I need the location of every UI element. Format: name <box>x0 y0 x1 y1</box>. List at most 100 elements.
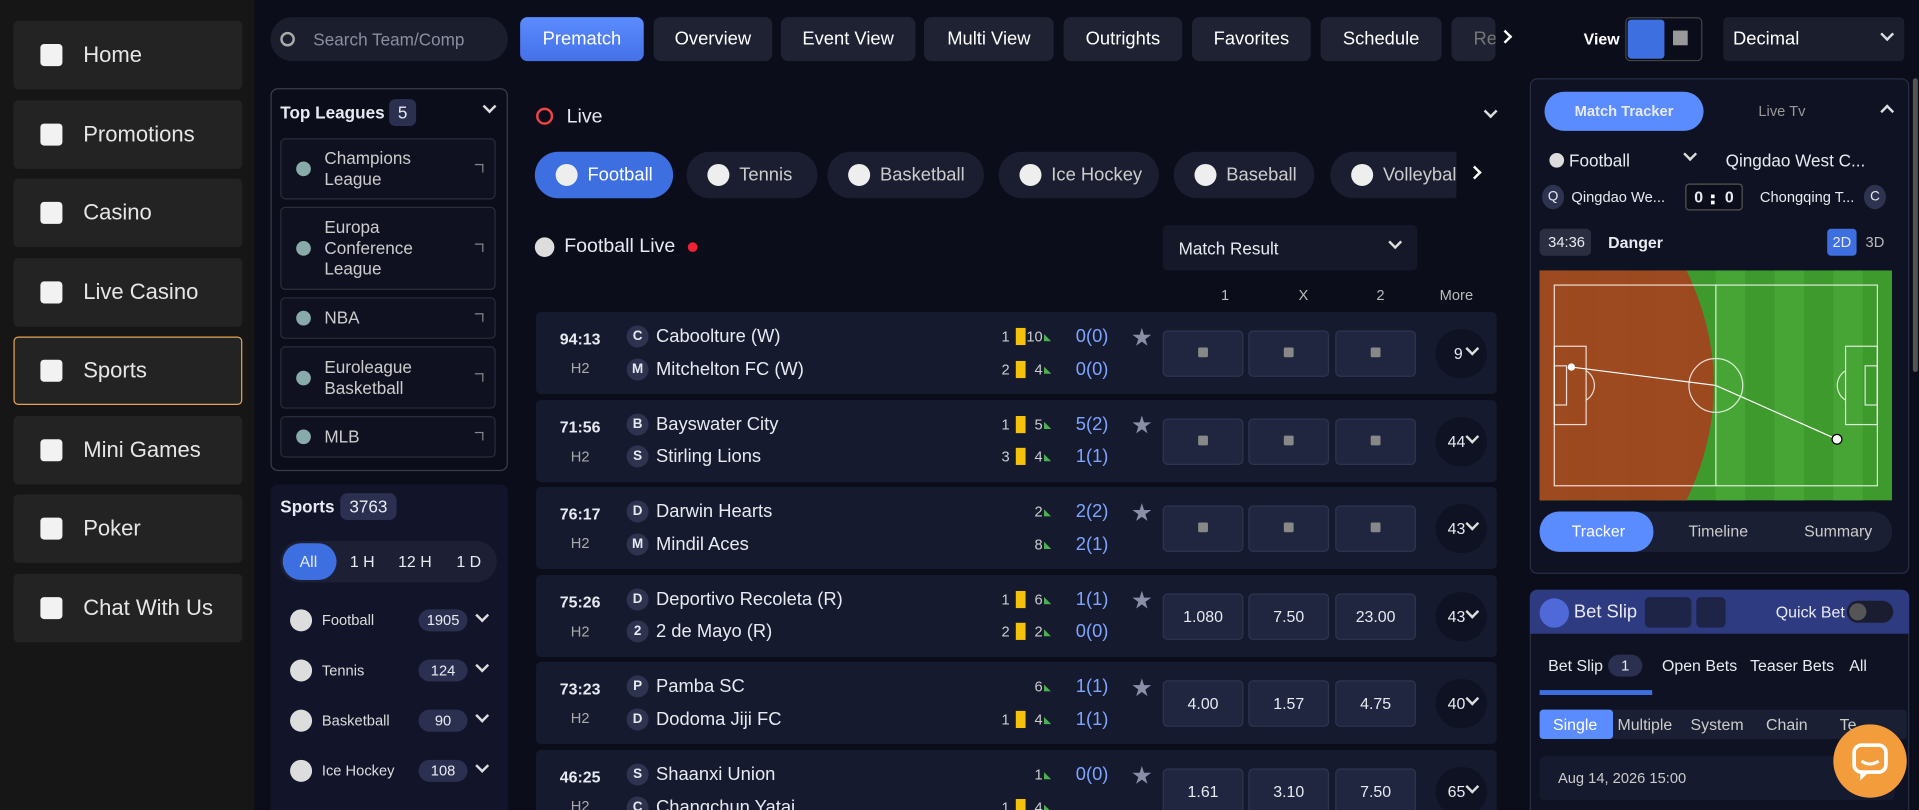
tab-label[interactable]: Overview <box>674 28 752 50</box>
sport-label[interactable]: Ice Hockey <box>321 762 395 780</box>
list-view-btn[interactable] <box>1627 19 1665 59</box>
more-count[interactable]: 43 <box>1447 519 1466 538</box>
betslip-tab[interactable]: All <box>1849 656 1867 675</box>
tab-label[interactable]: Multi View <box>947 28 1031 50</box>
odds-value[interactable]: 7.50 <box>1360 782 1392 801</box>
odds-value[interactable]: 1.57 <box>1273 694 1305 714</box>
sport-label[interactable]: Basketball <box>321 712 390 730</box>
bet-type[interactable]: Multiple <box>1617 715 1673 734</box>
sport-tab-label[interactable]: Tennis <box>739 164 793 186</box>
filter-active[interactable] <box>282 543 337 580</box>
odds-button[interactable] <box>1162 593 1244 640</box>
tracker-tab[interactable] <box>1544 91 1704 131</box>
odds-button[interactable] <box>1335 768 1416 810</box>
odds-value[interactable]: 23.00 <box>1355 607 1396 626</box>
mode-active[interactable] <box>1827 228 1857 256</box>
more-count[interactable]: 43 <box>1447 607 1466 626</box>
odds-value[interactable]: 3.10 <box>1273 782 1305 801</box>
filter-label[interactable]: 1 D <box>456 552 482 571</box>
search-box[interactable] <box>270 17 508 62</box>
odds-button[interactable] <box>1335 593 1416 640</box>
sport-tab-label[interactable]: Football <box>587 164 653 186</box>
sport-tab-label[interactable]: Ice Hockey <box>1051 164 1143 186</box>
nav-label[interactable]: Poker <box>83 515 141 541</box>
view-tab[interactable]: Summary <box>1804 521 1873 541</box>
view-tab[interactable]: Timeline <box>1688 521 1749 541</box>
tab[interactable] <box>780 17 916 62</box>
nav-label[interactable]: Home <box>83 42 142 67</box>
tab-label[interactable]: Schedule <box>1342 28 1420 50</box>
more-button[interactable] <box>1435 329 1487 379</box>
odds-button[interactable] <box>1162 768 1244 810</box>
sport-tab-label[interactable]: Baseball <box>1226 164 1297 186</box>
bet-type[interactable]: System <box>1690 715 1744 734</box>
tab[interactable] <box>924 17 1054 62</box>
nav-label[interactable]: Casino <box>83 200 152 225</box>
more-count[interactable]: 44 <box>1447 432 1466 451</box>
filter-label[interactable]: 12 H <box>398 552 432 571</box>
market-select[interactable] <box>1162 225 1418 271</box>
odds-value[interactable]: 4.75 <box>1360 694 1392 714</box>
league-label[interactable]: Euroleague Basketball <box>324 356 412 398</box>
odds-value[interactable]: 1.61 <box>1187 782 1219 801</box>
nav-label[interactable]: Promotions <box>83 121 195 146</box>
odds-button[interactable] <box>1248 680 1330 728</box>
odds-format-label[interactable]: Decimal <box>1732 28 1800 50</box>
market-label[interactable]: Match Result <box>1178 238 1279 259</box>
betslip-tab[interactable]: Open Bets <box>1661 656 1738 675</box>
tab-label[interactable]: Outrights <box>1085 28 1161 50</box>
nav-label[interactable]: Live Casino <box>83 278 199 304</box>
tab[interactable] <box>1451 17 1496 62</box>
odds-button[interactable] <box>1162 680 1244 728</box>
league-label[interactable]: NBA <box>324 307 360 328</box>
league-label[interactable]: Europa Conference League <box>324 217 413 279</box>
mode-label[interactable]: 2D <box>1832 233 1852 251</box>
tracker-tab-label[interactable]: Match Tracker <box>1574 102 1674 120</box>
league-label[interactable]: Champions League <box>324 148 412 189</box>
odds-button[interactable] <box>1248 330 1330 377</box>
league-item[interactable] <box>280 416 496 458</box>
tab-label[interactable]: Event View <box>802 28 894 50</box>
settings-button[interactable] <box>1644 597 1692 628</box>
more-count[interactable]: 40 <box>1447 694 1466 714</box>
odds-format[interactable] <box>1723 17 1905 62</box>
tab[interactable] <box>520 17 644 62</box>
odds-value[interactable]: 1.080 <box>1183 607 1223 626</box>
league-item[interactable] <box>280 138 496 200</box>
betslip-tab[interactable]: Teaser Bets <box>1750 656 1835 675</box>
sport-tab-label[interactable]: Volleyball <box>1382 164 1461 186</box>
view-active[interactable] <box>1539 511 1654 552</box>
more-button[interactable] <box>1435 504 1487 554</box>
view-tab[interactable]: Tracker <box>1571 521 1626 541</box>
odds-value[interactable]: 4.00 <box>1187 694 1219 714</box>
nav-label[interactable]: Sports <box>83 357 147 383</box>
search-placeholder[interactable]: Search Team/Comp <box>313 29 465 49</box>
tab-label[interactable]: Prematch <box>542 28 622 50</box>
nav-label[interactable]: Mini Games <box>83 436 201 462</box>
tracker-match[interactable]: Qingdao West C... <box>1725 150 1866 171</box>
odds-button[interactable] <box>1248 593 1330 640</box>
nav-label[interactable]: Chat With Us <box>83 594 213 620</box>
grid-view-btn[interactable] <box>1673 30 1688 46</box>
league-item[interactable] <box>280 206 496 290</box>
league-item[interactable] <box>280 346 496 409</box>
chat-button[interactable] <box>1833 724 1907 798</box>
more-button[interactable] <box>1435 767 1487 810</box>
bet-type[interactable]: Single <box>1552 715 1598 734</box>
more-count[interactable]: 65 <box>1447 782 1466 801</box>
more-count[interactable]: 9 <box>1453 344 1463 363</box>
mode-label[interactable]: 3D <box>1865 233 1885 251</box>
sport-tab-label[interactable]: Basketball <box>879 164 965 186</box>
view-toggle[interactable] <box>1625 17 1703 62</box>
league-item[interactable] <box>280 297 496 339</box>
sport-label[interactable]: Tennis <box>321 661 365 680</box>
more-button[interactable] <box>1435 416 1487 466</box>
tab-label[interactable]: Favorites <box>1213 28 1290 50</box>
betslip-tab[interactable]: Bet Slip <box>1548 656 1604 675</box>
tracker-sport[interactable]: Football <box>1568 150 1630 171</box>
bet-type[interactable]: Chain <box>1766 715 1808 734</box>
tab-label[interactable]: Re <box>1473 28 1497 50</box>
odds-value[interactable]: 7.50 <box>1273 607 1305 626</box>
tracker-tab-label[interactable]: Live Tv <box>1758 102 1806 120</box>
filter-label[interactable]: All <box>299 552 318 571</box>
